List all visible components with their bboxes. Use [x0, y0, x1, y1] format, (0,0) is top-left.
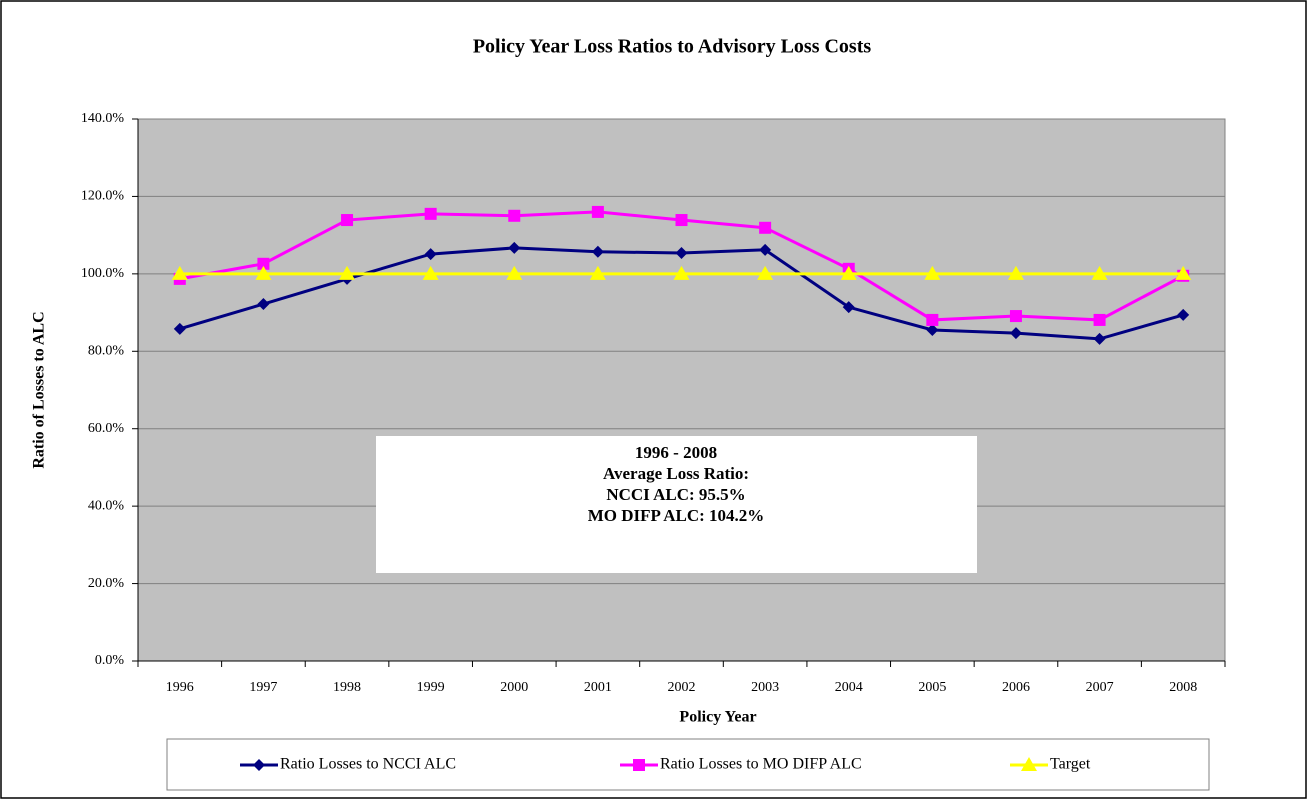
x-axis-label: Policy Year [679, 709, 756, 726]
y-tick-label: 40.0% [88, 498, 125, 513]
data-point [757, 265, 774, 280]
annotation-text: NCCI ALC: 95.5% [606, 485, 745, 504]
data-point [926, 313, 939, 326]
data-point [589, 265, 606, 280]
annotation-text: MO DIFP ALC: 104.2% [588, 506, 765, 525]
data-point [673, 265, 690, 280]
data-point [759, 221, 772, 234]
x-tick-label: 1996 [166, 680, 194, 695]
data-point [759, 243, 772, 256]
x-tick-label: 2006 [1002, 680, 1030, 695]
x-tick-label: 1997 [249, 680, 277, 695]
plot-area [137, 118, 1226, 662]
x-tick-label: 2000 [500, 680, 528, 695]
x-tick-label: 1998 [333, 680, 361, 695]
data-point [508, 241, 521, 254]
legend-label: Target [1050, 756, 1091, 773]
y-tick-label: 120.0% [81, 189, 125, 204]
y-tick-label: 100.0% [81, 266, 125, 281]
data-point [591, 205, 604, 218]
data-point [675, 246, 688, 259]
annotation-text: 1996 - 2008 [635, 443, 717, 462]
data-point [675, 214, 688, 227]
annotation-text: Average Loss Ratio: [603, 464, 749, 483]
data-point [1093, 313, 1106, 326]
data-point [842, 301, 855, 314]
data-point [1091, 265, 1108, 280]
data-point [924, 265, 941, 280]
legend-label: Ratio Losses to MO DIFP ALC [660, 756, 862, 773]
x-tick-label: 2001 [584, 680, 612, 695]
data-point [1009, 327, 1022, 340]
data-point [1007, 265, 1024, 280]
data-point [339, 265, 356, 280]
y-tick-label: 60.0% [88, 421, 125, 436]
x-tick-label: 2004 [835, 680, 863, 695]
x-tick-label: 2007 [1086, 680, 1114, 695]
data-point [257, 298, 270, 311]
y-axis-label: Ratio of Losses to ALC [31, 311, 48, 468]
data-point [257, 257, 270, 270]
data-point [506, 265, 523, 280]
y-tick-label: 80.0% [88, 344, 125, 359]
x-tick-label: 2003 [751, 680, 779, 695]
x-tick-label: 2008 [1169, 680, 1197, 695]
data-point [424, 207, 437, 220]
legend-marker [633, 759, 645, 771]
x-tick-label: 1999 [417, 680, 445, 695]
data-point [840, 265, 857, 280]
data-point [424, 248, 437, 261]
data-point [171, 265, 188, 280]
data-point [422, 265, 439, 280]
data-point [508, 209, 521, 222]
data-point [591, 245, 604, 258]
chart-title: Policy Year Loss Ratios to Advisory Loss… [473, 36, 872, 58]
data-point [1177, 308, 1190, 321]
data-point [341, 214, 354, 227]
x-tick-label: 2005 [918, 680, 946, 695]
legend-marker [253, 759, 265, 771]
legend-marker [1021, 757, 1037, 771]
y-tick-label: 20.0% [88, 576, 125, 591]
y-tick-label: 140.0% [81, 111, 125, 126]
data-point [1009, 310, 1022, 323]
annotation-box [376, 436, 977, 573]
x-tick-label: 2002 [668, 680, 696, 695]
data-point [255, 265, 272, 280]
y-tick-label: 0.0% [95, 653, 125, 668]
data-point [1093, 332, 1106, 345]
data-point [1175, 265, 1192, 280]
data-point [173, 322, 186, 335]
legend-label: Ratio Losses to NCCI ALC [280, 756, 456, 773]
data-point [926, 323, 939, 336]
